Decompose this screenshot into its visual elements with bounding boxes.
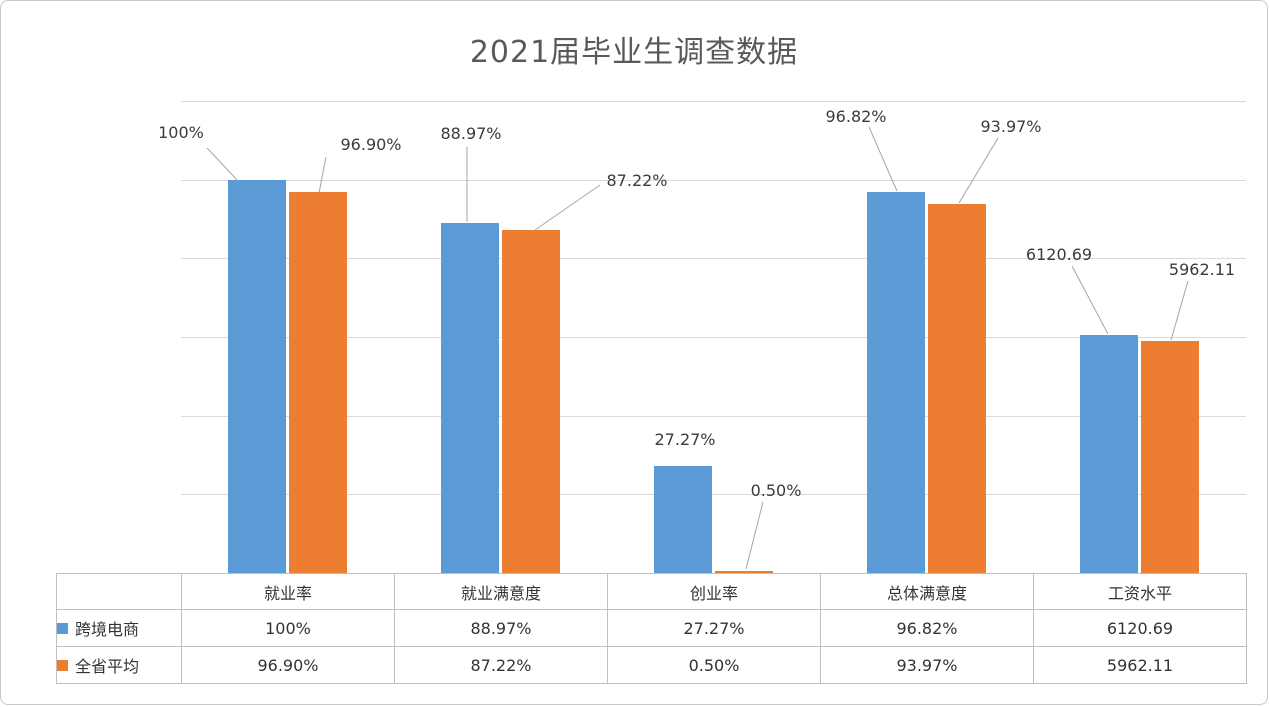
category-header-overall-satisfaction: 总体满意度 xyxy=(820,573,1034,610)
table-cell: 27.27% xyxy=(607,609,821,647)
category-header-job-satisfaction: 就业满意度 xyxy=(394,573,608,610)
bar-salary-crossborder xyxy=(1080,335,1138,573)
gridline xyxy=(181,101,1246,102)
data-label-salary-province: 5962.11 xyxy=(1168,260,1236,279)
bar-startup-rate-province xyxy=(715,571,773,573)
chart-title: 2021届毕业生调查数据 xyxy=(469,35,799,70)
gridline xyxy=(181,180,1246,181)
table-corner-cell xyxy=(56,573,182,610)
series-marker-province xyxy=(57,659,68,671)
gridline xyxy=(181,416,1246,417)
table-cell: 100% xyxy=(181,609,395,647)
category-header-salary: 工资水平 xyxy=(1033,573,1247,610)
table-cell: 96.90% xyxy=(181,646,395,684)
data-label-job-satisfaction-province: 87.22% xyxy=(606,171,668,190)
gridline xyxy=(181,258,1246,259)
bar-employment-rate-crossborder xyxy=(228,180,286,573)
table-cell: 0.50% xyxy=(607,646,821,684)
bar-employment-rate-province xyxy=(289,192,347,573)
bar-overall-satisfaction-province xyxy=(928,204,986,573)
table-row-crossborder: 跨境电商 100% 88.97% 27.27% 96.82% 6120.69 xyxy=(56,609,1247,647)
gridline xyxy=(181,494,1246,495)
category-header-employment-rate: 就业率 xyxy=(181,573,395,610)
table-row-province: 全省平均 96.90% 87.22% 0.50% 93.97% 5962.11 xyxy=(56,646,1247,684)
data-label-overall-satisfaction-province: 93.97% xyxy=(980,117,1042,136)
series-name-province: 全省平均 xyxy=(75,657,140,676)
bar-job-satisfaction-crossborder xyxy=(441,223,499,573)
bar-startup-rate-crossborder xyxy=(654,466,712,573)
table-cell: 6120.69 xyxy=(1033,609,1247,647)
data-label-startup-rate-province: 0.50% xyxy=(750,481,802,500)
legend-entry: 全省平均 xyxy=(57,653,181,677)
legend-cell-province: 全省平均 xyxy=(56,646,182,684)
table-cell: 87.22% xyxy=(394,646,608,684)
bar-overall-satisfaction-crossborder xyxy=(867,192,925,573)
gridline xyxy=(181,337,1246,338)
bar-salary-province xyxy=(1141,341,1199,573)
data-label-startup-rate-crossborder: 27.27% xyxy=(654,430,716,449)
data-label-overall-satisfaction-crossborder: 96.82% xyxy=(825,107,887,126)
data-table: 就业率 就业满意度 创业率 总体满意度 工资水平 跨境电商 100% 88.97… xyxy=(56,573,1247,684)
table-cell: 96.82% xyxy=(820,609,1034,647)
legend-entry: 跨境电商 xyxy=(57,616,181,640)
data-label-salary-crossborder: 6120.69 xyxy=(1025,245,1093,264)
table-cell: 5962.11 xyxy=(1033,646,1247,684)
data-label-employment-rate-crossborder: 100% xyxy=(158,123,204,142)
table-cell: 93.97% xyxy=(820,646,1034,684)
series-name-crossborder: 跨境电商 xyxy=(75,620,140,639)
category-header-startup-rate: 创业率 xyxy=(607,573,821,610)
legend-cell-crossborder: 跨境电商 xyxy=(56,609,182,647)
series-marker-crossborder xyxy=(57,622,68,634)
table-cell: 88.97% xyxy=(394,609,608,647)
plot-area xyxy=(181,101,1246,573)
data-label-employment-rate-province: 96.90% xyxy=(340,135,402,154)
data-label-job-satisfaction-crossborder: 88.97% xyxy=(440,124,502,143)
table-header-row: 就业率 就业满意度 创业率 总体满意度 工资水平 xyxy=(56,573,1247,610)
bar-job-satisfaction-province xyxy=(502,230,560,573)
